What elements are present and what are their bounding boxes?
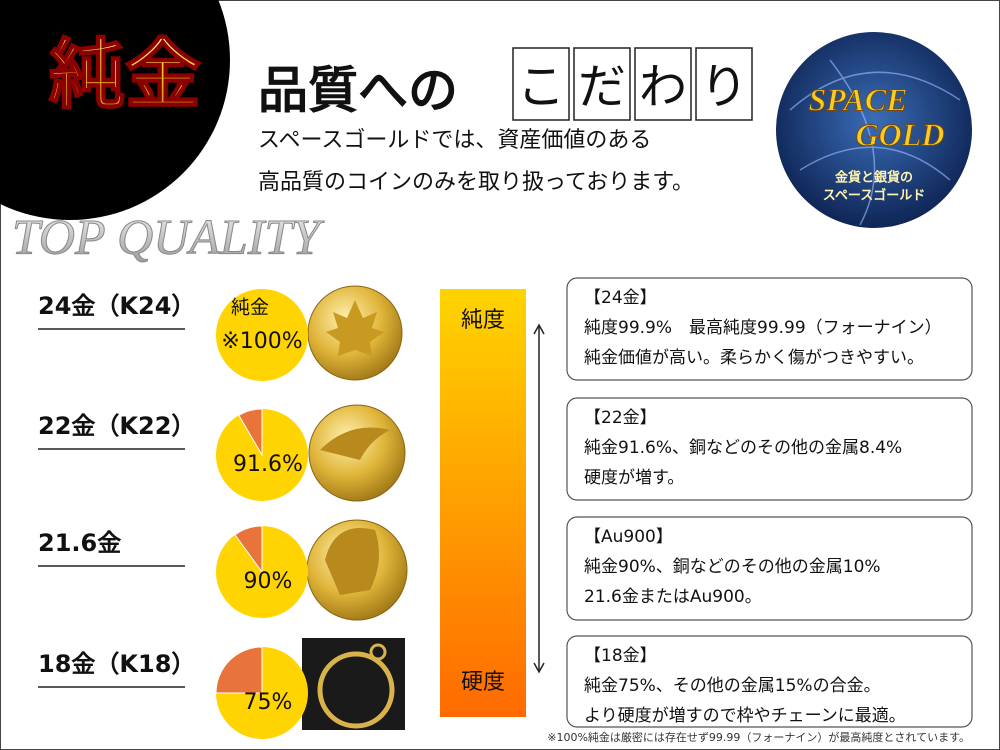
pie-caption: 純金 <box>231 297 269 319</box>
subtitle: スペースゴールドでは、資産価値のある <box>258 128 651 153</box>
row-label: 22金（K22） <box>38 412 195 440</box>
coin-image <box>317 651 395 729</box>
title-char: り <box>700 59 748 115</box>
logo-subtitle: スペースゴールド <box>823 188 925 204</box>
description-line: 【Au900】 <box>584 527 673 547</box>
description-line: 【22金】 <box>584 408 657 428</box>
badge-text: 純金 <box>49 30 201 119</box>
coin-image <box>325 528 379 595</box>
logo-title: SPACE <box>809 81 908 117</box>
description-box <box>566 635 973 728</box>
subtitle: 高品質のコインのみを取り扱っております。 <box>258 170 694 195</box>
rows: 24金（K24） 純金 ※100% 【24金】純度99.9% 最高純度99.99（フォ… <box>38 277 973 739</box>
title-char-box <box>512 47 570 121</box>
pie-remainder <box>238 408 263 457</box>
pie-value-label: 75% <box>244 690 293 715</box>
description-line: 純度99.9% 最高純度99.99（フォーナイン） <box>584 318 942 338</box>
pie-slice <box>216 289 308 381</box>
title: 品質への <box>258 62 458 120</box>
pie-value-label: ※100% <box>221 329 302 354</box>
description-line: より硬度が増すので枠やチェーンに最適。 <box>584 706 906 726</box>
pie-remainder <box>215 646 263 694</box>
row-label: 18金（K18） <box>38 650 195 678</box>
row-label: 24金（K24） <box>38 292 195 320</box>
logo-subtitle: 金貨と銀貨の <box>835 170 913 186</box>
scale-bottom-label: 硬度 <box>461 670 505 695</box>
description-box <box>566 516 973 621</box>
description-line: 【24金】 <box>584 288 657 308</box>
logo-title: GOLD <box>856 116 945 152</box>
description-line: 硬度が増す。 <box>584 468 684 488</box>
description-line: 純金75%、その他の金属15%の合金。 <box>584 676 881 696</box>
logo-decoration <box>789 59 961 226</box>
badge-circle <box>0 0 230 220</box>
scale-arrow-head <box>533 323 545 674</box>
coin-image <box>320 427 390 460</box>
description-line: 純金価値が高い。柔らかく傷がつきやすい。 <box>584 348 924 368</box>
description-box <box>566 397 973 501</box>
pie-value-label: 91.6% <box>233 452 303 477</box>
coin-image <box>369 643 387 661</box>
footnote: ※100%純金は厳密には存在せず99.99（フォーナイン）が最高純度とされていま… <box>547 730 970 744</box>
section-title: TOP QUALITY <box>12 208 325 264</box>
title-char: こ <box>517 59 565 115</box>
pie-remainder <box>234 525 263 574</box>
title-boxed: こだわり <box>512 47 753 121</box>
coin-image <box>326 300 384 356</box>
description-box <box>566 277 973 381</box>
title-char: だ <box>578 59 626 115</box>
pie-value-label: 90% <box>244 569 293 594</box>
row-label: 21.6金 <box>38 529 121 557</box>
description-line: 【18金】 <box>584 646 657 666</box>
title-char-box <box>573 47 631 121</box>
title-char: わ <box>639 59 687 115</box>
title-char-box <box>695 47 753 121</box>
description-line: 純金91.6%、銅などのその他の金属8.4% <box>584 438 902 458</box>
scale-bar <box>440 289 526 717</box>
scale-top-label: 純度 <box>461 308 505 333</box>
description-line: 純金90%、銅などのその他の金属10% <box>584 557 881 577</box>
title-char-box <box>634 47 692 121</box>
description-line: 21.6金またはAu900。 <box>584 587 762 607</box>
